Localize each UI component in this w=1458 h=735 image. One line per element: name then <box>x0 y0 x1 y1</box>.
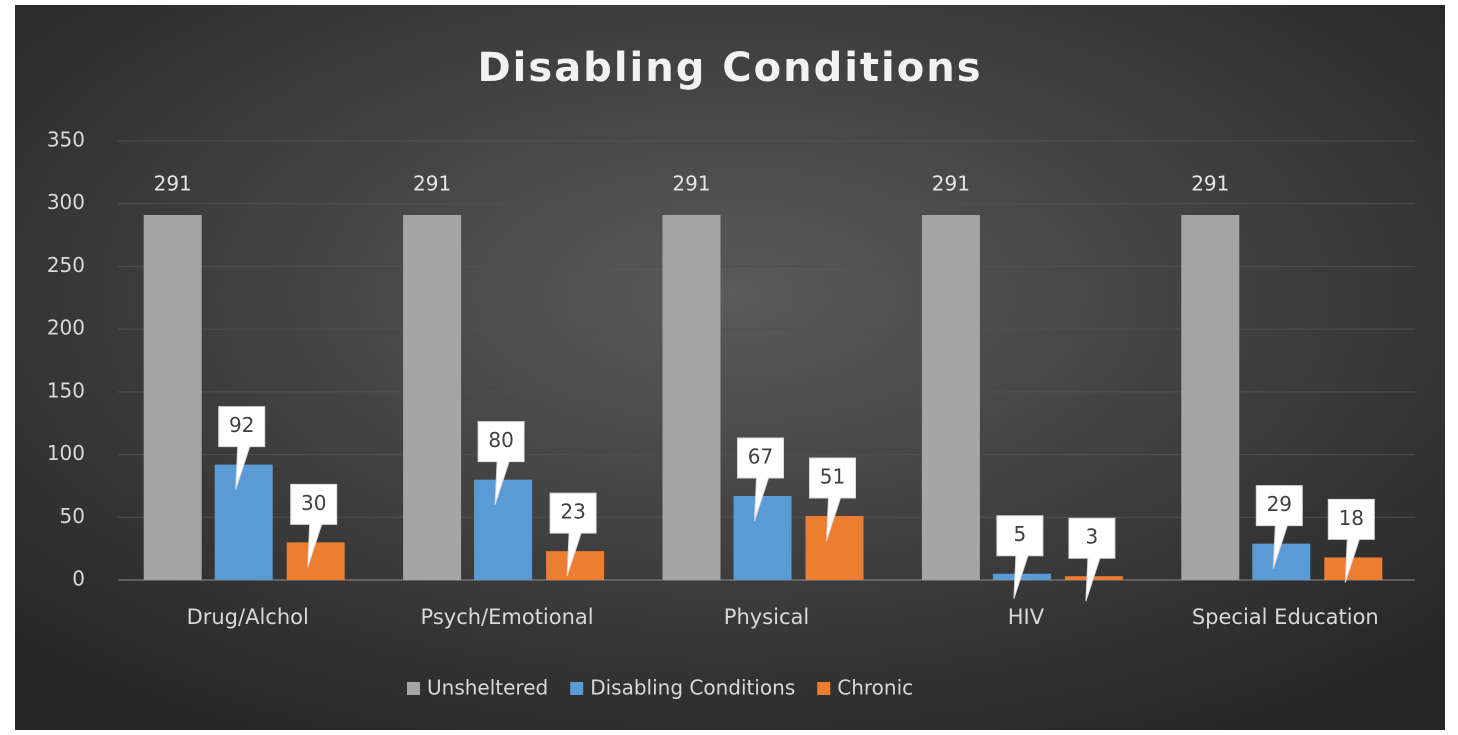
data-label: 80 <box>488 428 513 452</box>
legend-label: Unsheltered <box>427 676 548 700</box>
data-label: 29 <box>1267 492 1292 516</box>
x-tick-label: Physical <box>724 605 809 629</box>
bar <box>546 551 605 580</box>
y-tick-label: 250 <box>47 253 85 277</box>
data-label: 291 <box>672 172 710 196</box>
x-tick-label: Special Education <box>1192 605 1379 629</box>
y-tick-label: 50 <box>60 504 85 528</box>
y-tick-label: 150 <box>47 378 85 402</box>
callout <box>1068 517 1116 602</box>
callout <box>809 457 856 542</box>
bar <box>143 215 202 580</box>
legend-swatch <box>407 682 420 695</box>
data-label: 291 <box>413 172 451 196</box>
data-label: 67 <box>748 444 773 468</box>
x-tick-label: Psych/Emotional <box>421 605 594 629</box>
data-label: 51 <box>820 465 845 489</box>
y-tick-label: 100 <box>47 441 85 465</box>
chart-title: Disabling Conditions <box>477 45 982 91</box>
bar <box>662 215 721 580</box>
bar <box>921 215 980 580</box>
callout <box>996 515 1044 599</box>
bar <box>733 495 792 580</box>
data-label: 23 <box>560 500 585 524</box>
legend-label: Disabling Conditions <box>590 676 795 700</box>
data-label: 291 <box>932 172 970 196</box>
callout <box>549 492 597 577</box>
x-tick-label: Drug/Alchol <box>187 605 309 629</box>
data-label: 291 <box>1191 172 1229 196</box>
bar <box>1252 543 1311 580</box>
bar <box>1181 215 1240 580</box>
y-tick-label: 0 <box>72 567 85 591</box>
callout <box>1327 498 1375 583</box>
data-label: 3 <box>1086 525 1099 549</box>
callout <box>290 483 338 568</box>
legend-label: Chronic <box>837 676 913 700</box>
data-label: 291 <box>154 172 192 196</box>
bar <box>474 479 533 580</box>
callout <box>477 421 525 505</box>
bar <box>403 215 462 580</box>
legend-swatch <box>817 682 831 695</box>
data-label: 5 <box>1014 522 1027 546</box>
legend-swatch <box>570 682 584 695</box>
callout <box>218 406 266 490</box>
y-tick-label: 300 <box>47 190 85 214</box>
bar <box>805 516 864 580</box>
data-label: 18 <box>1339 506 1364 530</box>
bar <box>1324 557 1383 580</box>
bar <box>992 573 1051 580</box>
x-tick-label: HIV <box>1008 605 1045 629</box>
bar <box>214 464 273 580</box>
y-tick-label: 350 <box>47 128 85 152</box>
data-label: 92 <box>229 413 254 437</box>
callout <box>1255 485 1303 569</box>
data-label: 30 <box>301 491 326 515</box>
y-tick-label: 200 <box>47 316 85 340</box>
callout <box>737 437 784 522</box>
bar <box>286 542 345 580</box>
